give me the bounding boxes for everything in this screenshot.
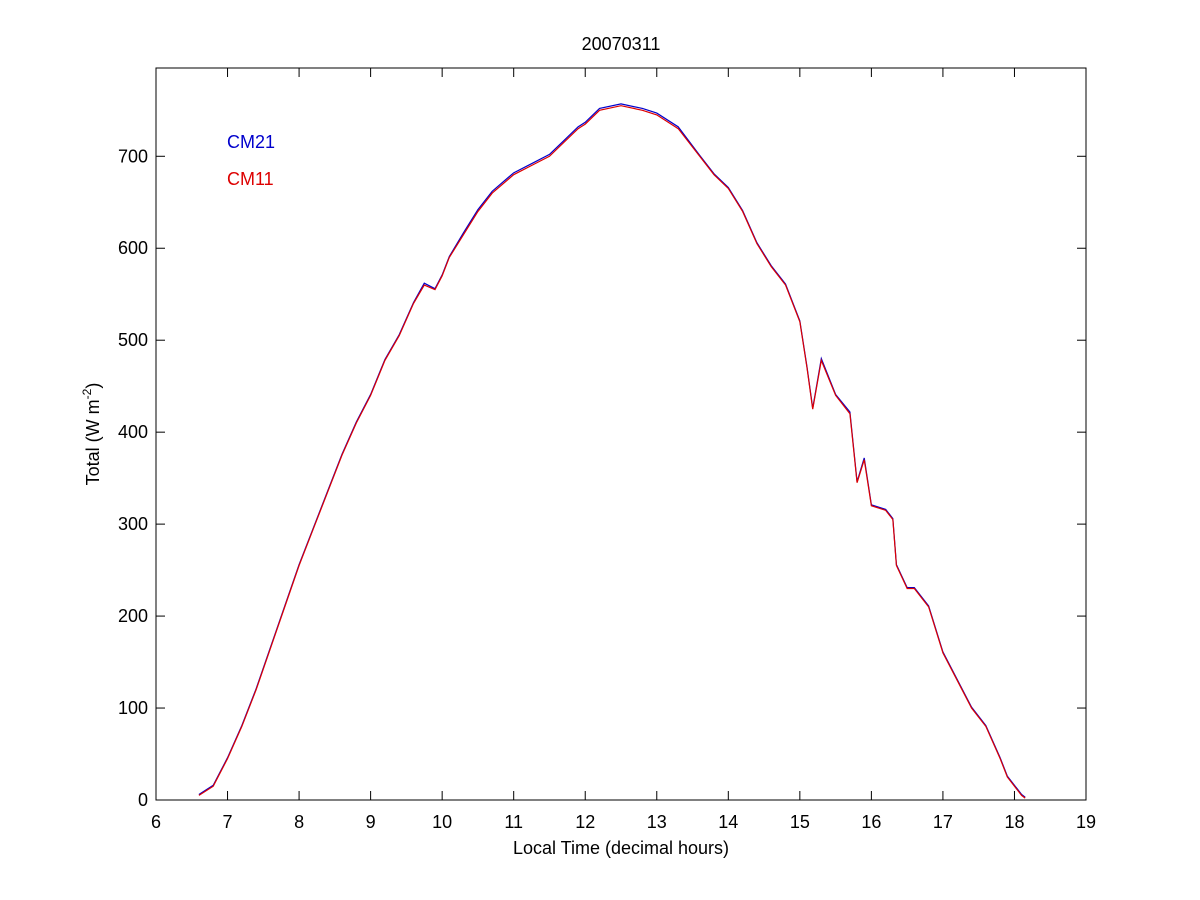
x-axis-label: Local Time (decimal hours) — [513, 838, 729, 858]
x-tick-label: 12 — [575, 812, 595, 832]
series-line — [198, 105, 1026, 799]
y-tick-label: 500 — [118, 330, 148, 350]
y-tick-label: 600 — [118, 238, 148, 258]
plot-area — [155, 67, 1087, 801]
y-tick-label: 700 — [118, 146, 148, 166]
x-tick-label: 11 — [504, 812, 523, 832]
x-tick-label: 16 — [861, 812, 881, 832]
x-tick-label: 15 — [790, 812, 810, 832]
y-tick-label: 300 — [118, 514, 148, 534]
chart-title: 20070311 — [582, 34, 661, 54]
x-tick-label: 10 — [432, 812, 452, 832]
y-tick-label: 200 — [118, 606, 148, 626]
x-tick-label: 19 — [1076, 812, 1096, 832]
x-tick-label: 8 — [294, 812, 304, 832]
y-tick-label: 100 — [118, 698, 148, 718]
y-axis-label: Total (W m-2) — [80, 383, 103, 486]
x-tick-label: 13 — [647, 812, 667, 832]
legend-entry: CM21 — [227, 132, 275, 152]
legend-entry: CM11 — [227, 169, 274, 189]
x-tick-label: 18 — [1004, 812, 1024, 832]
x-tick-label: 7 — [223, 812, 233, 832]
x-tick-label: 14 — [718, 812, 738, 832]
x-tick-label: 6 — [151, 812, 161, 832]
y-label-sup: -2 — [80, 388, 94, 399]
x-tick-label: 17 — [933, 812, 953, 832]
y-tick-label: 0 — [138, 790, 148, 810]
x-tick-label: 9 — [366, 812, 376, 832]
y-label-suffix: ) — [83, 383, 103, 389]
y-tick-label: 400 — [118, 422, 148, 442]
y-label-text: Total (W m — [83, 399, 103, 485]
